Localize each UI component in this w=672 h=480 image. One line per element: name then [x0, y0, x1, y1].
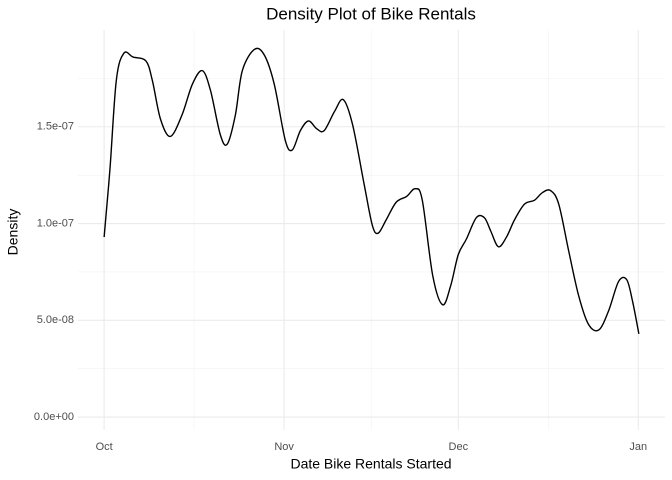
- x-tick-label: Oct: [96, 441, 113, 453]
- y-tick-label: 5.0e-08: [37, 314, 74, 326]
- y-tick-label: 1.5e-07: [37, 121, 74, 133]
- x-tick-label: Jan: [629, 441, 647, 453]
- chart-title: Density Plot of Bike Rentals: [266, 4, 476, 23]
- density-line: [103, 47, 640, 334]
- y-tick-label: 1.0e-07: [37, 217, 74, 229]
- x-axis-label: Date Bike Rentals Started: [290, 456, 451, 472]
- x-tick-label: Nov: [274, 441, 294, 453]
- x-tick-label: Dec: [449, 441, 469, 453]
- y-tick-label: 0.0e+00: [34, 411, 74, 423]
- y-axis-label: Density: [5, 209, 21, 256]
